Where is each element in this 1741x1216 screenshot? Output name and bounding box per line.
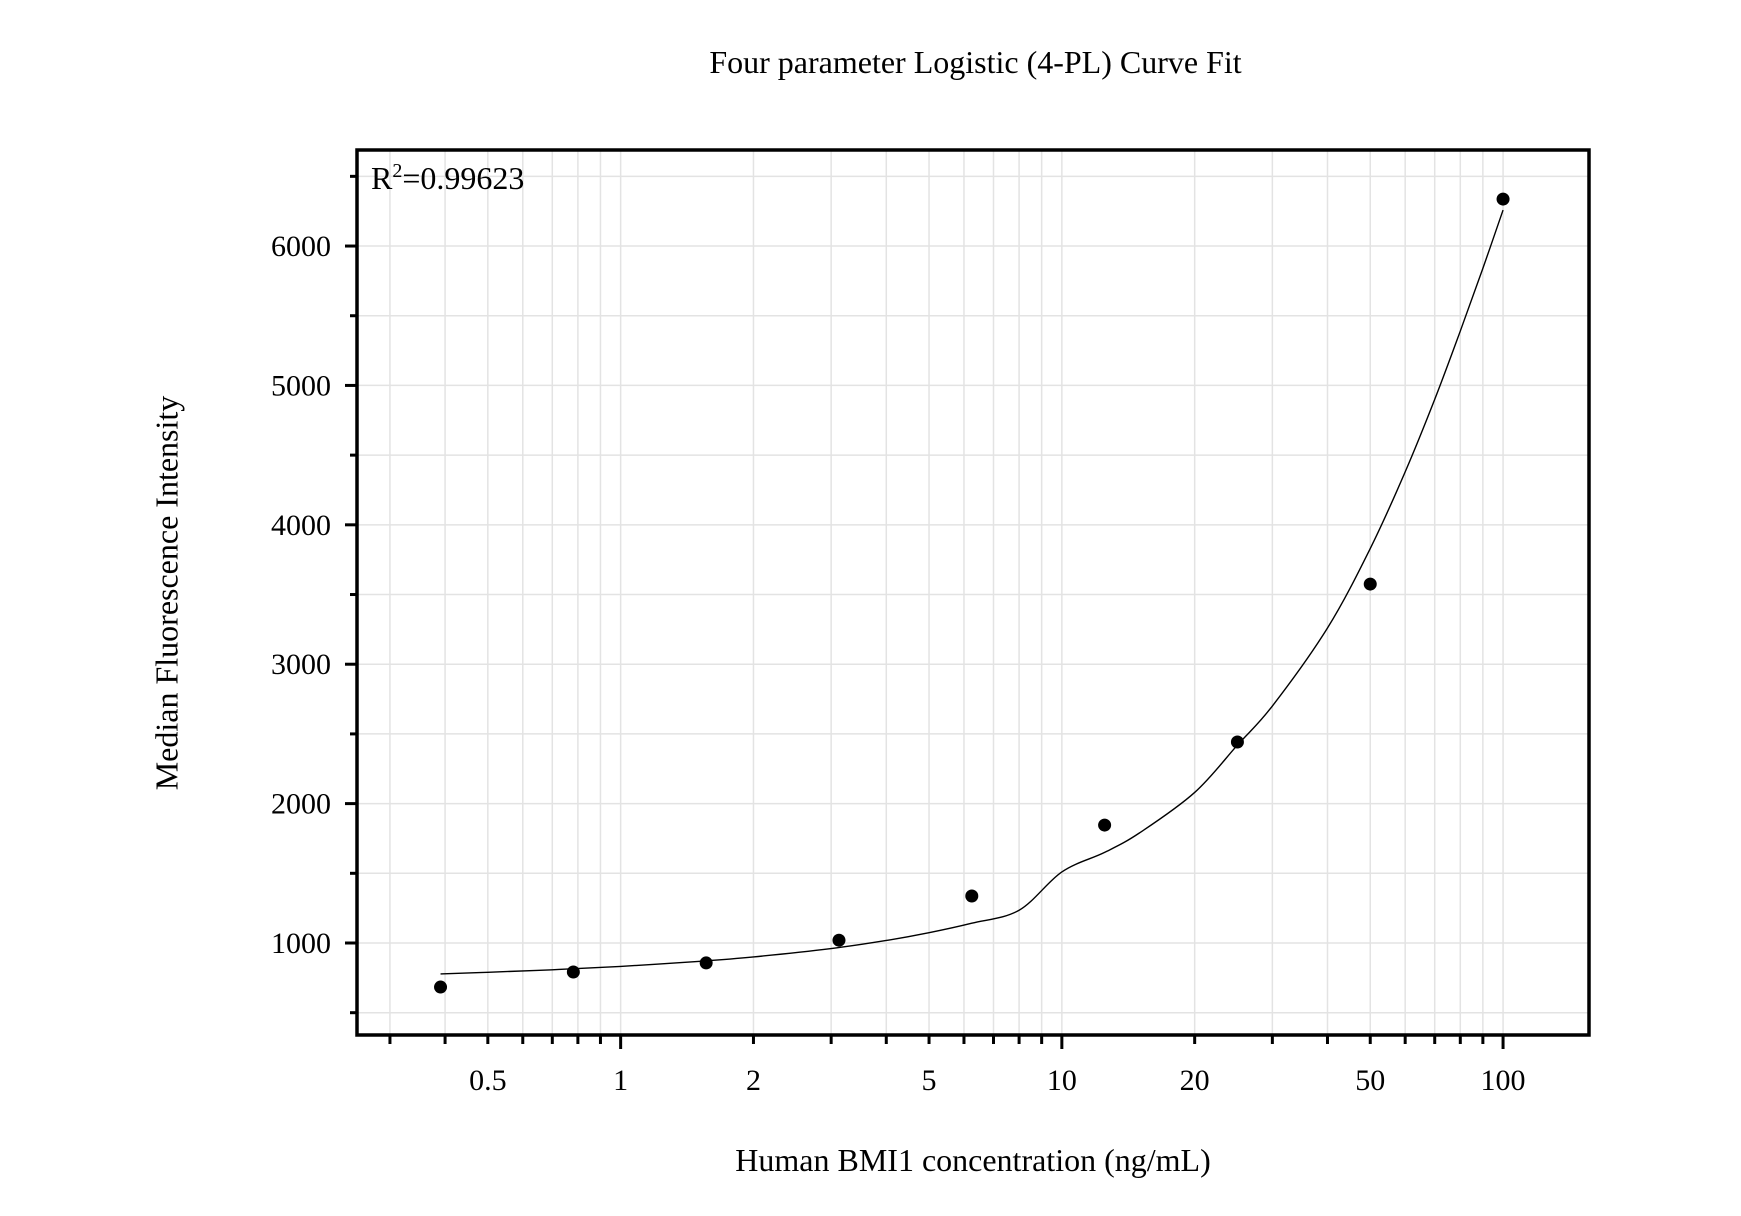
gridlines xyxy=(357,150,1589,1035)
r2-superscript: 2 xyxy=(392,160,403,182)
data-point xyxy=(1098,818,1112,832)
data-point xyxy=(832,933,846,947)
x-axis-label: Human BMI1 concentration (ng/mL) xyxy=(735,1142,1211,1178)
y-tick-label: 4000 xyxy=(271,509,331,542)
chart-title: Four parameter Logistic (4-PL) Curve Fit xyxy=(709,44,1242,80)
plot-frame xyxy=(355,148,1591,1037)
y-axis-label: Median Fluorescence Intensity xyxy=(148,395,185,791)
x-tick-label: 100 xyxy=(1481,1064,1526,1097)
x-tick-label: 1 xyxy=(613,1064,628,1097)
r2-prefix: R xyxy=(371,160,393,196)
data-point xyxy=(965,889,979,903)
data-point xyxy=(566,965,580,979)
x-tick-label: 2 xyxy=(746,1064,761,1097)
fit-curve xyxy=(440,209,1504,975)
axis-ticks xyxy=(345,174,1505,1049)
y-tick-label: 2000 xyxy=(271,788,331,821)
data-point xyxy=(1363,577,1377,591)
x-tick-label: 5 xyxy=(922,1064,937,1097)
data-point xyxy=(1230,735,1244,749)
y-tick-label: 3000 xyxy=(271,648,331,681)
data-points xyxy=(434,192,1510,994)
x-tick-label: 50 xyxy=(1355,1064,1385,1097)
data-point xyxy=(1496,192,1510,206)
fit-curve-path xyxy=(440,209,1504,975)
x-tick-label: 20 xyxy=(1180,1064,1210,1097)
y-tick-label: 1000 xyxy=(271,927,331,960)
x-tick-label: 0.5 xyxy=(469,1064,507,1097)
y-tick-label: 6000 xyxy=(271,230,331,263)
data-point xyxy=(434,980,448,994)
data-point xyxy=(699,956,713,970)
y-tick-label: 5000 xyxy=(271,369,331,402)
x-tick-label: 10 xyxy=(1047,1064,1077,1097)
axis-tick-labels: 0.5 1 2 5 10 20 50 100 1000 2000 3000 4000 5000 6000 xyxy=(271,230,1526,1097)
r-squared-annotation: R2=0.99623 xyxy=(371,160,524,197)
r2-value: =0.99623 xyxy=(402,160,525,196)
